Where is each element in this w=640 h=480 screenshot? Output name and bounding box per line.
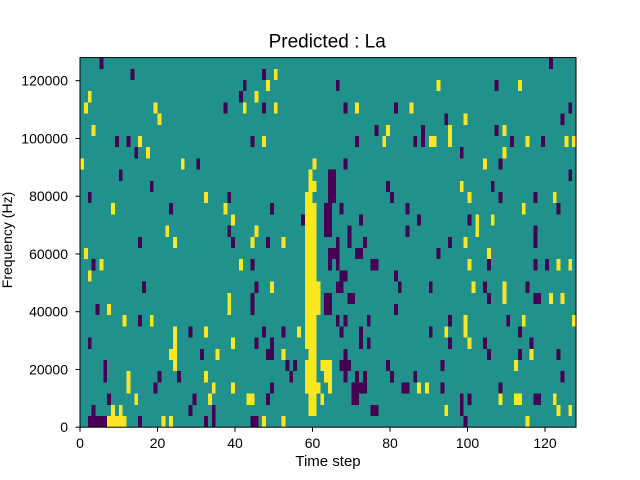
svg-text:Predicted : La: Predicted : La [269,31,387,52]
svg-text:100000: 100000 [21,130,68,146]
svg-text:Frequency (Hz): Frequency (Hz) [0,192,15,288]
svg-text:0: 0 [76,435,84,451]
svg-text:60: 60 [305,435,321,451]
svg-text:0: 0 [60,419,68,435]
svg-text:100: 100 [456,435,480,451]
svg-text:60000: 60000 [29,246,68,262]
svg-text:80000: 80000 [29,188,68,204]
svg-text:120000: 120000 [21,73,68,89]
svg-text:40000: 40000 [29,304,68,320]
svg-text:20: 20 [150,435,166,451]
svg-text:40: 40 [227,435,243,451]
svg-text:80: 80 [382,435,398,451]
svg-text:20000: 20000 [29,361,68,377]
svg-text:120: 120 [533,435,557,451]
svg-text:Time step: Time step [295,453,360,470]
